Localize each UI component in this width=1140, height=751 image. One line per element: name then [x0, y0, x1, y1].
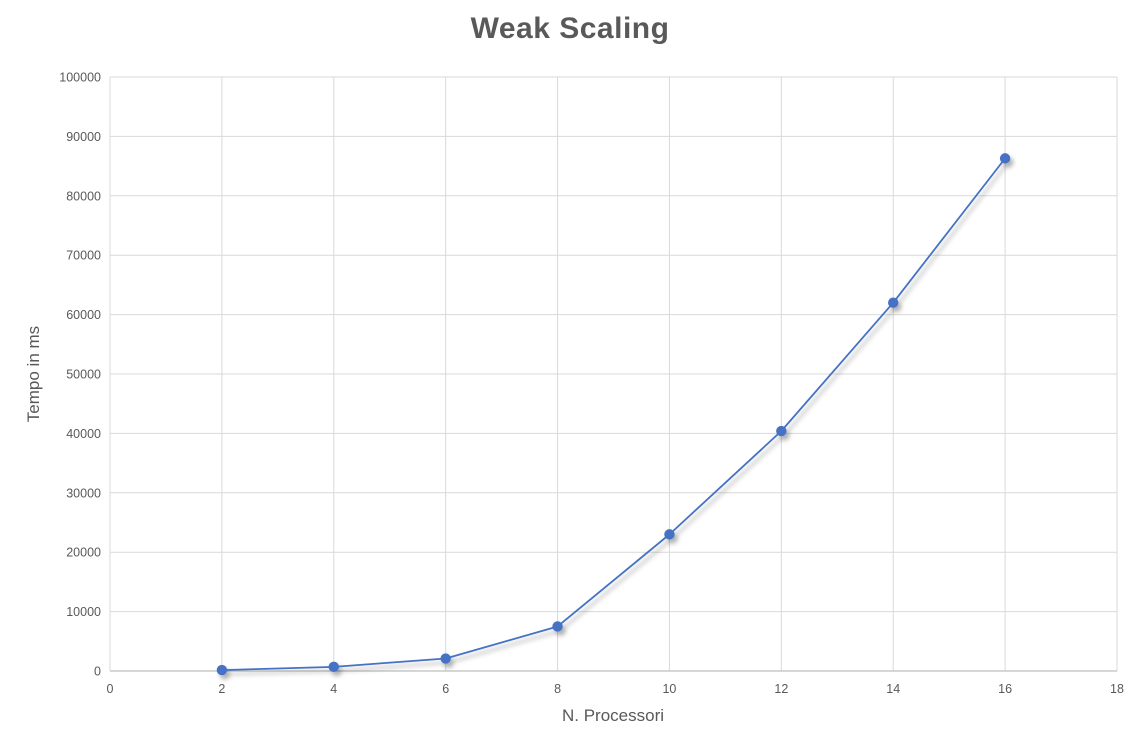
y-tick-label: 80000 [66, 189, 101, 203]
x-axis-title: N. Processori [561, 706, 665, 725]
y-tick-label: 90000 [66, 130, 101, 144]
data-point-marker [888, 297, 899, 308]
series-line [221, 157, 1006, 672]
x-tick-label: 12 [774, 682, 788, 696]
data-point-marker [999, 153, 1011, 164]
y-tick-label: 0 [94, 665, 101, 679]
x-tick-label: 2 [218, 682, 225, 696]
data-point-marker [552, 621, 563, 632]
y-tick-label: 30000 [66, 486, 101, 500]
y-tick-label: 60000 [66, 308, 101, 322]
x-tick-label: 8 [554, 682, 561, 696]
data-point-marker [440, 653, 451, 664]
data-point-marker [664, 529, 675, 540]
x-tick-label: 10 [662, 682, 676, 696]
y-tick-label: 40000 [66, 427, 101, 441]
series-tempo [216, 153, 1011, 676]
x-tick-label: 14 [886, 682, 900, 696]
data-point-marker [328, 661, 339, 673]
y-tick-label: 100000 [59, 71, 101, 85]
x-tick-label: 16 [998, 682, 1012, 696]
y-tick-label: 50000 [66, 368, 101, 382]
chart-title: Weak Scaling [470, 12, 670, 45]
y-tick-label: 70000 [66, 249, 101, 263]
x-tick-label: 0 [107, 682, 114, 696]
data-point-marker [776, 425, 787, 437]
y-tick-label: 20000 [66, 546, 101, 560]
data-point-marker [216, 664, 228, 676]
x-tick-label: 6 [442, 682, 449, 696]
x-tick-label: 18 [1110, 682, 1124, 696]
x-tick-label: 4 [330, 682, 337, 696]
y-tick-label: 10000 [66, 605, 101, 619]
y-axis-title: Tempo in ms [24, 325, 43, 423]
